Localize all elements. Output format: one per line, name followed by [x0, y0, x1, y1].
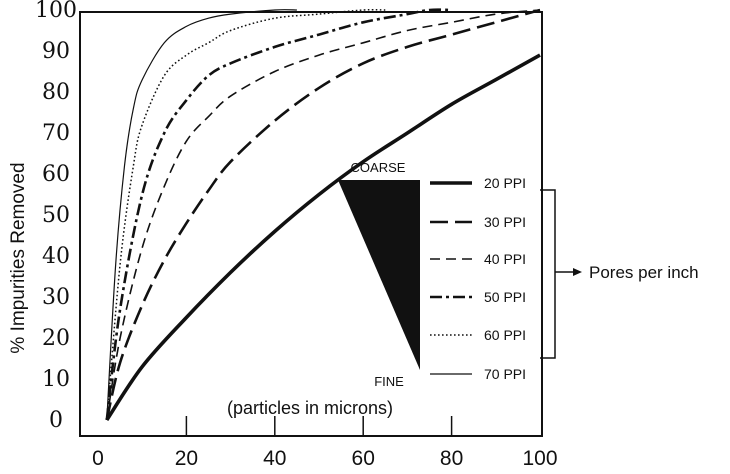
pores-arrow-head [573, 268, 582, 276]
x-tick-label: 40 [263, 447, 286, 470]
legend-label: 50 PPI [484, 289, 526, 305]
legend: 20 PPI 30 PPI 40 PPI 50 PPI 60 PPI 70 PPI [430, 175, 526, 382]
y-tick-label: 50 [42, 203, 70, 228]
y-tick-label: 90 [42, 39, 70, 64]
x-tick-label: 100 [522, 447, 557, 470]
coarse-fine-triangle [338, 180, 420, 370]
chart-axes [79, 11, 543, 437]
y-tick-label: 70 [42, 121, 70, 146]
x-axis-label: (particles in microns) [227, 398, 393, 418]
fine-label: FINE [374, 374, 404, 389]
series-line-50-ppi [105, 8, 452, 421]
y-tick-label: 100 [35, 0, 77, 23]
y-tick-label: 40 [42, 244, 70, 269]
legend-bracket [540, 189, 556, 359]
y-tick-label: 30 [42, 285, 70, 310]
y-tick-label: 80 [42, 80, 70, 105]
pores-per-inch-label: Pores per inch [589, 263, 699, 282]
x-tick-labels: 0 20 40 60 80 100 [92, 447, 557, 470]
coarse-label: COARSE [351, 160, 406, 175]
series-lines [105, 8, 541, 421]
series-line-30-ppi [105, 8, 541, 421]
y-tick-label: 0 [49, 408, 63, 433]
y-tick-label: 60 [42, 162, 70, 187]
x-tick-label: 0 [92, 447, 104, 470]
series-line-70-ppi [106, 9, 297, 421]
series-line-40-ppi [106, 9, 541, 421]
y-tick-label: 10 [42, 367, 70, 392]
y-tick-label: 20 [42, 326, 70, 351]
legend-label: 20 PPI [484, 175, 526, 191]
legend-label: 70 PPI [484, 366, 526, 382]
series-line-20-ppi [105, 53, 541, 421]
x-tick-label: 80 [440, 447, 463, 470]
y-tick-labels: 0 10 20 30 40 50 60 70 80 90 100 [35, 0, 77, 433]
plot-frame [79, 11, 543, 437]
series-line-60-ppi [106, 8, 386, 421]
y-axis-label: % Impurities Removed [8, 162, 29, 353]
x-tick-label: 20 [175, 447, 198, 470]
legend-label: 60 PPI [484, 327, 526, 343]
legend-label: 40 PPI [484, 251, 526, 267]
x-tick-label: 60 [352, 447, 375, 470]
legend-label: 30 PPI [484, 214, 526, 230]
